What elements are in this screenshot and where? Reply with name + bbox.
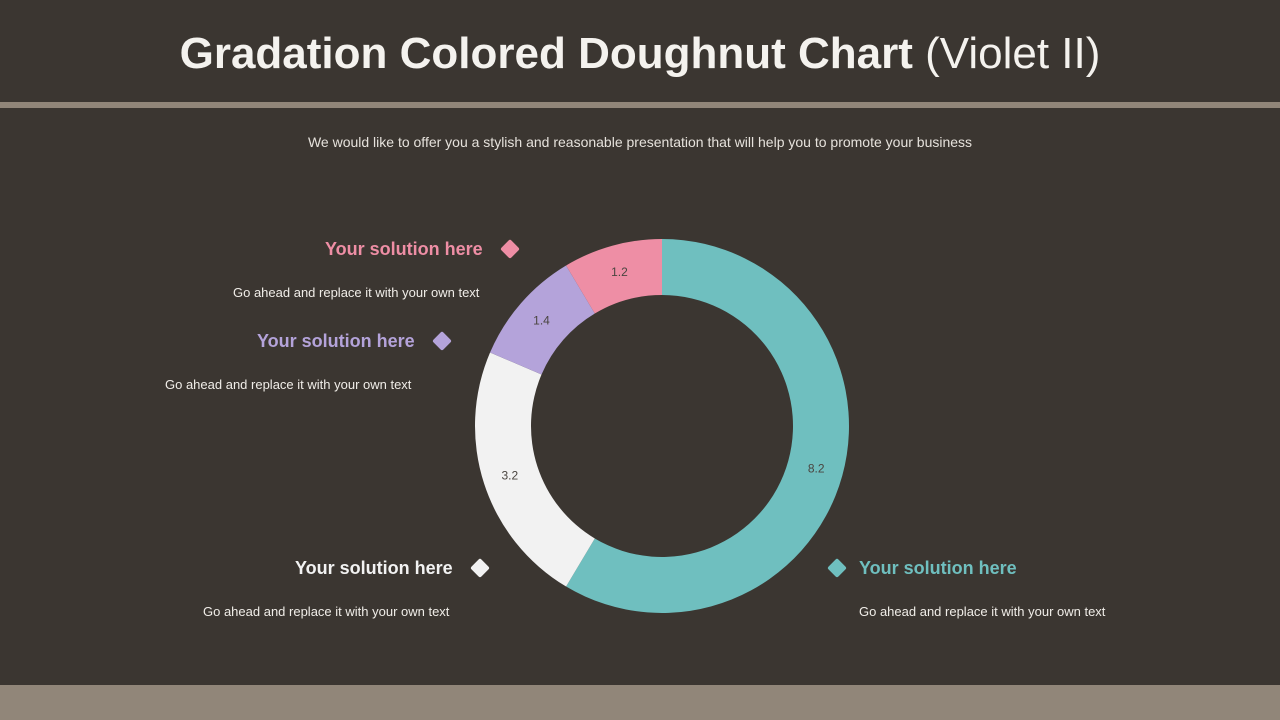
title-divider <box>0 102 1280 108</box>
label-text-teal: Go ahead and replace it with your own te… <box>859 604 1106 619</box>
label-heading-white: Your solution here <box>295 558 453 578</box>
doughnut-slice-3 <box>566 239 662 314</box>
label-heading-teal: Your solution here <box>859 558 1017 578</box>
slide-title: Gradation Colored Doughnut Chart (Violet… <box>0 26 1280 82</box>
slide-subtitle: We would like to offer you a stylish and… <box>307 134 973 150</box>
doughnut-slice-label-3: 1.2 <box>611 265 628 279</box>
label-text-pink: Go ahead and replace it with your own te… <box>233 285 480 300</box>
label-text-violet: Go ahead and replace it with your own te… <box>165 377 412 392</box>
label-heading-pink: Your solution here <box>325 239 483 259</box>
label-heading-violet: Your solution here <box>257 331 415 351</box>
doughnut-slice-2 <box>490 265 595 375</box>
violet-diamond-icon <box>432 331 452 351</box>
doughnut-slice-1 <box>475 352 595 587</box>
label-text-white: Go ahead and replace it with your own te… <box>203 604 450 619</box>
footer-bar <box>0 685 1280 720</box>
doughnut-slice-label-2: 1.4 <box>533 314 550 328</box>
doughnut-chart: 8.2 3.2 1.4 1.2 <box>475 239 849 613</box>
doughnut-slice-label-1: 3.2 <box>501 468 518 482</box>
doughnut-slice-label-0: 8.2 <box>808 462 825 476</box>
title-bold: Gradation Colored Doughnut Chart <box>179 29 913 78</box>
title-light: (Violet II) <box>925 29 1101 78</box>
doughnut-slice-0 <box>566 239 849 613</box>
